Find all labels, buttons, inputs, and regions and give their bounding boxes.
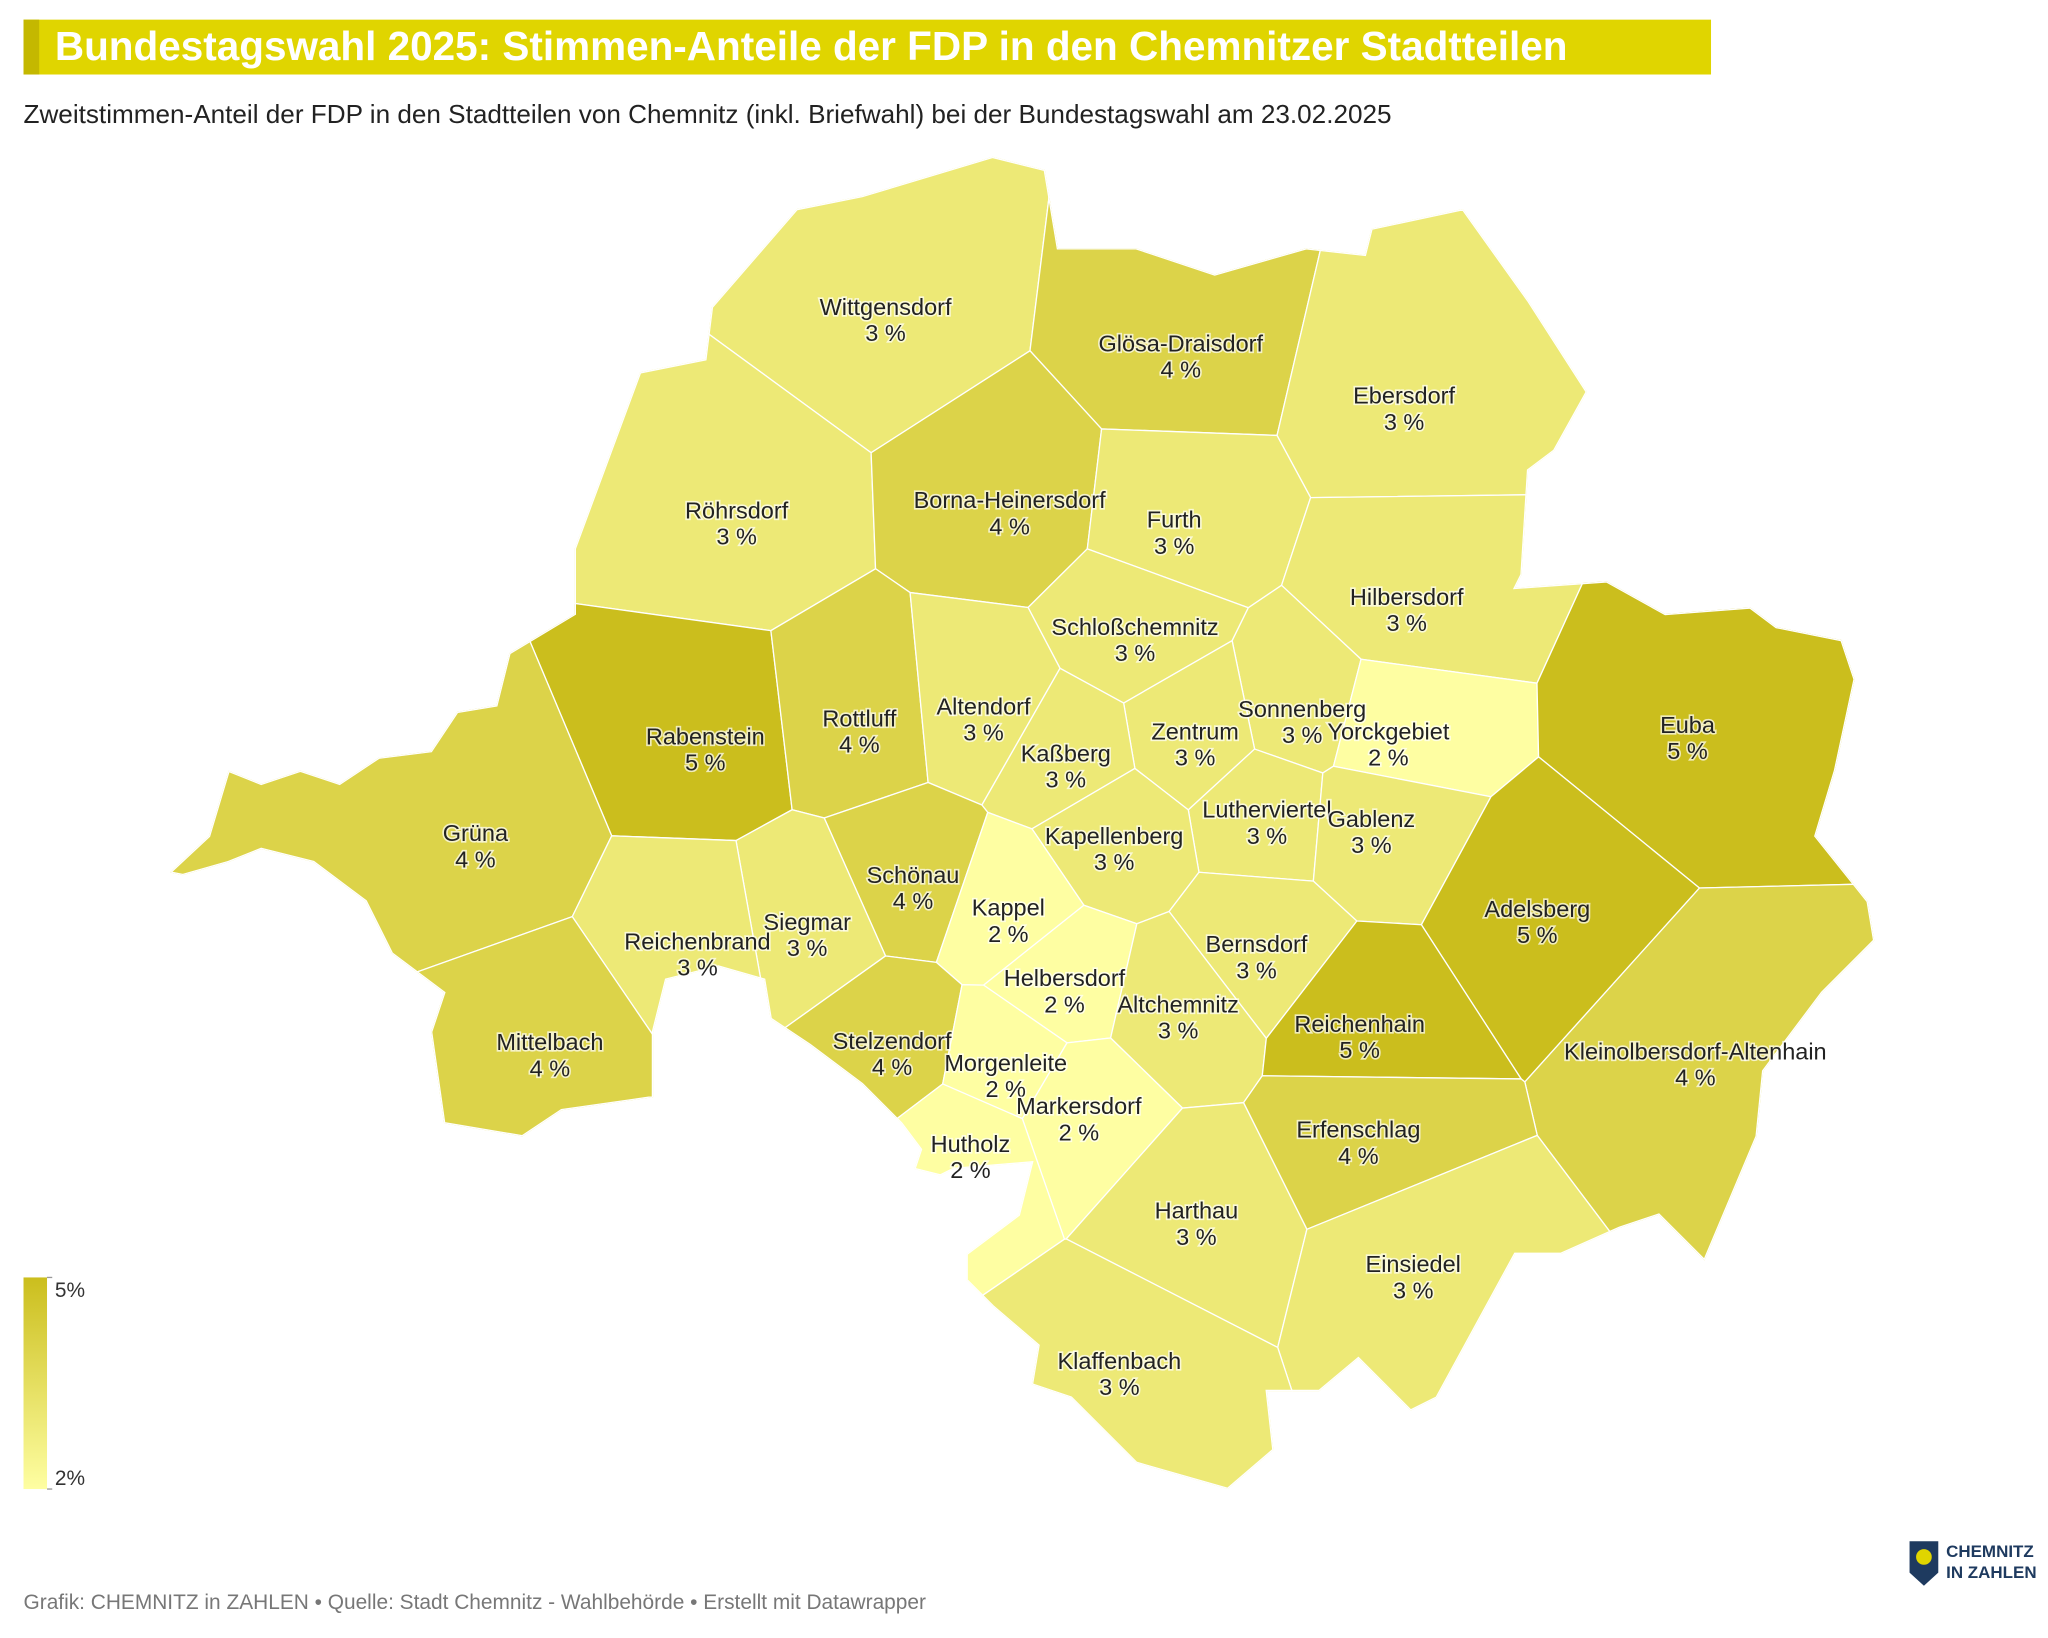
district	[1276, 156, 1875, 499]
title-accent	[23, 19, 40, 75]
district-value: 3 %	[1154, 533, 1195, 559]
district-value: 2 %	[1044, 991, 1085, 1017]
district-name: Erfenschlag	[1296, 1117, 1420, 1143]
district-name: Stelzendorf	[833, 1028, 952, 1054]
district-value: 3 %	[1393, 1277, 1434, 1303]
district-value: 3 %	[716, 524, 757, 550]
district-name: Grüna	[443, 820, 509, 846]
district-name: Ebersdorf	[1353, 383, 1455, 409]
legend-gradient	[23, 1277, 48, 1490]
district-value: 4 %	[893, 888, 934, 914]
district-value: 4 %	[872, 1054, 913, 1080]
district-value: 3 %	[1099, 1374, 1140, 1400]
district-name: Altchemnitz	[1117, 991, 1238, 1017]
district-value: 2 %	[1059, 1119, 1100, 1145]
district-name: Zentrum	[1151, 718, 1239, 744]
district-value: 4 %	[530, 1055, 571, 1081]
legend-label: 5%	[55, 1279, 85, 1302]
district-name: Schönau	[867, 862, 960, 888]
district-name: Morgenleite	[944, 1050, 1067, 1076]
district-value: 5 %	[1339, 1037, 1380, 1063]
district-value: 3 %	[1384, 409, 1425, 435]
district-value: 4 %	[1675, 1064, 1716, 1090]
district-value: 3 %	[1158, 1017, 1199, 1043]
logo-text: IN ZAHLEN	[1946, 1563, 2037, 1582]
district-name: Altendorf	[936, 694, 1031, 720]
district-name: Rottluff	[822, 705, 896, 731]
district-name: Furth	[1147, 507, 1202, 533]
district-name: Kappel	[972, 895, 1045, 921]
logo-text: CHEMNITZ	[1946, 1542, 2034, 1561]
district	[1536, 247, 1875, 889]
district-name: Einsiedel	[1366, 1251, 1461, 1277]
district-value: 3 %	[1386, 610, 1427, 636]
district-name: Adelsberg	[1484, 896, 1590, 922]
district-name: Gablenz	[1328, 806, 1416, 832]
footer: Grafik: CHEMNITZ in ZAHLEN • Quelle: Sta…	[24, 1591, 927, 1614]
district-value: 3 %	[1282, 722, 1323, 748]
district-name: Röhrsdorf	[685, 498, 789, 524]
district-name: Klaffenbach	[1057, 1348, 1181, 1374]
district-value: 5 %	[1667, 738, 1708, 764]
district-value: 4 %	[839, 731, 880, 757]
district-value: 3 %	[963, 720, 1004, 746]
district-value: 4 %	[1160, 357, 1201, 383]
district-name: Kleinolbersdorf-Altenhain	[1564, 1038, 1827, 1064]
legend: 5% 2%	[47, 1276, 85, 1490]
district-value: 3 %	[1176, 1224, 1217, 1250]
district-value: 3 %	[1236, 957, 1277, 983]
district-value: 3 %	[1351, 832, 1392, 858]
title-box	[23, 19, 1712, 75]
district-name: Kapellenberg	[1045, 823, 1184, 849]
district-name: Glösa-Draisdorf	[1098, 330, 1263, 356]
district-name: Harthau	[1155, 1198, 1239, 1224]
district-name: Helbersdorf	[1004, 965, 1126, 991]
district-value: 3 %	[1175, 744, 1216, 770]
district-name: Mittelbach	[496, 1029, 603, 1055]
district-name: Bernsdorf	[1206, 931, 1308, 957]
district-name: Reichenbrand	[624, 929, 770, 955]
district-value: 2 %	[988, 921, 1029, 947]
district-name: Schloßchemnitz	[1051, 614, 1218, 640]
subtitle: Zweitstimmen-Anteil der FDP in den Stadt…	[24, 99, 1392, 129]
chart-title: Bundestagswahl 2025: Stimmen-Anteile der…	[55, 23, 1568, 69]
district-value: 3 %	[1046, 767, 1087, 793]
district-value: 4 %	[455, 846, 496, 872]
district-value: 5 %	[1517, 922, 1558, 948]
district-name: Yorckgebiet	[1327, 718, 1449, 744]
district-value: 2 %	[950, 1157, 991, 1183]
district	[169, 156, 877, 632]
district-value: 4 %	[1338, 1143, 1379, 1169]
district-name: Reichenhain	[1294, 1011, 1425, 1037]
district-value: 3 %	[787, 935, 828, 961]
district-value: 3 %	[1247, 823, 1288, 849]
district-name: Sonnenberg	[1238, 696, 1366, 722]
district-name: Rabenstein	[646, 724, 765, 750]
district-value: 3 %	[1115, 640, 1156, 666]
district-value: 3 %	[1094, 849, 1135, 875]
district-value: 3 %	[865, 320, 906, 346]
district-name: Hilbersdorf	[1350, 584, 1464, 610]
legend-label: 2%	[55, 1467, 85, 1490]
district-name: Borna-Heinersdorf	[914, 487, 1106, 513]
district-name: Euba	[1660, 712, 1716, 738]
district-value: 2 %	[1368, 744, 1409, 770]
district-name: Wittgensdorf	[820, 294, 952, 320]
district-value: 3 %	[677, 955, 718, 981]
district-name: Kaßberg	[1021, 741, 1111, 767]
district-name: Markersdorf	[1016, 1093, 1142, 1119]
district-value: 2 %	[985, 1076, 1026, 1102]
district-name: Hutholz	[931, 1131, 1011, 1157]
district-value: 5 %	[685, 750, 726, 776]
district-name: Siegmar	[763, 909, 851, 935]
regions	[169, 156, 1875, 1490]
district-value: 4 %	[989, 513, 1030, 539]
logo-dot	[1916, 1549, 1932, 1565]
district	[169, 915, 723, 1490]
district-name: Lutherviertel	[1202, 797, 1331, 823]
